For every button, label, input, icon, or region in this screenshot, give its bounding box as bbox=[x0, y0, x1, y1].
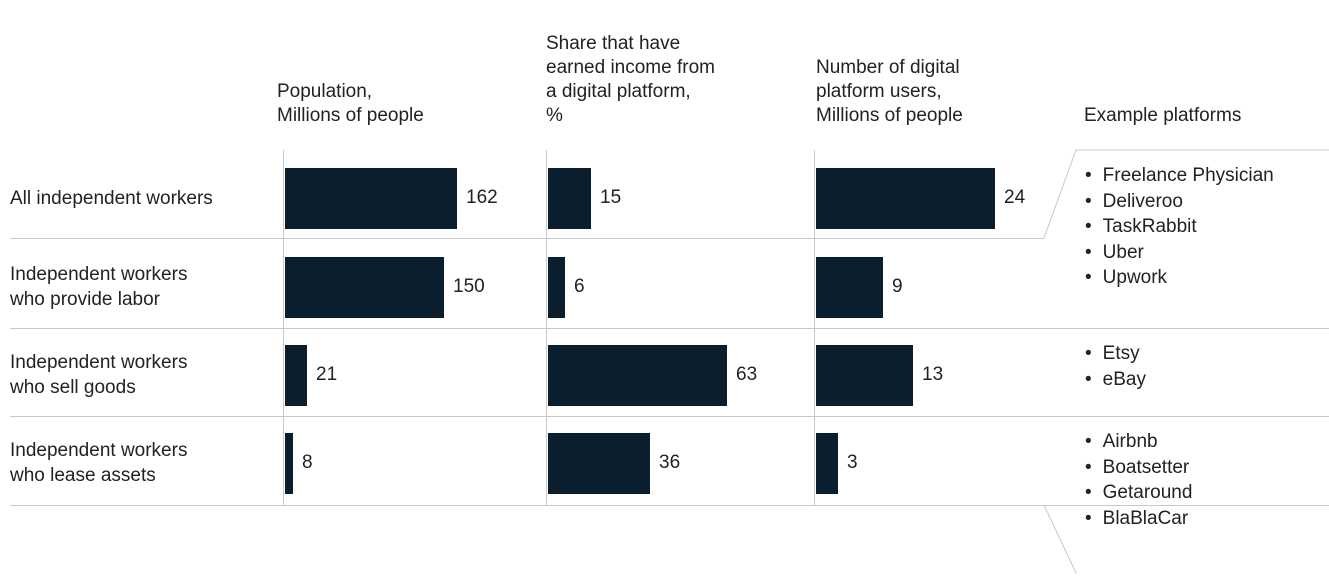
platforms-header: Example platforms bbox=[1084, 105, 1242, 126]
bar bbox=[548, 432, 650, 494]
bar bbox=[285, 256, 444, 318]
platform-list: EtsyeBay bbox=[1085, 341, 1146, 392]
platform-list: Freelance PhysicianDeliverooTaskRabbitUb… bbox=[1085, 163, 1274, 291]
panel-axis-line bbox=[546, 150, 547, 505]
row-label-line: Independent workers bbox=[10, 440, 188, 461]
column-header-line: Millions of people bbox=[816, 105, 963, 126]
row-label: All independent workers bbox=[10, 186, 213, 211]
data-label: 162 bbox=[466, 187, 498, 208]
bar bbox=[548, 256, 565, 318]
data-label: 21 bbox=[316, 364, 338, 385]
platform-item: Deliveroo bbox=[1085, 189, 1274, 215]
data-label: 13 bbox=[922, 364, 944, 385]
data-label: 3 bbox=[847, 452, 858, 473]
platform-item: Etsy bbox=[1085, 341, 1146, 367]
column-header: Share that have earned income from a digit… bbox=[546, 32, 715, 128]
row-label: Independent workers who lease assets bbox=[10, 438, 187, 488]
row-divider bbox=[10, 238, 1044, 239]
panel-axis-line bbox=[283, 150, 284, 505]
platform-group-divider bbox=[1076, 328, 1329, 329]
panel-axis-line bbox=[814, 150, 815, 505]
bar bbox=[285, 344, 307, 406]
row-label-line: who provide labor bbox=[10, 289, 160, 310]
row-divider bbox=[10, 328, 1329, 329]
platform-item: TaskRabbit bbox=[1085, 214, 1274, 240]
bar bbox=[285, 432, 293, 494]
row-label-line: Independent workers bbox=[10, 264, 188, 285]
platform-list: AirbnbBoatsetterGetaroundBlaBlaCar bbox=[1085, 429, 1193, 532]
column-header-line: Population, bbox=[277, 81, 373, 102]
data-label: 8 bbox=[302, 452, 313, 473]
column-header: Population, Millions of people bbox=[277, 80, 424, 128]
row-divider bbox=[10, 416, 1329, 417]
data-label: 6 bbox=[574, 276, 585, 297]
platform-item: Getaround bbox=[1085, 480, 1193, 506]
data-label: 63 bbox=[736, 364, 758, 385]
platform-item: Upwork bbox=[1085, 265, 1274, 291]
row-label-line: All independent workers bbox=[10, 187, 213, 209]
column-header-line: platform users, bbox=[816, 81, 942, 102]
platform-item: Uber bbox=[1085, 240, 1274, 266]
column-header-line: a digital platform, bbox=[546, 81, 691, 102]
data-label: 36 bbox=[659, 452, 681, 473]
column-header-line: earned income from bbox=[546, 57, 715, 78]
platform-item: Boatsetter bbox=[1085, 455, 1192, 481]
platform-item: Freelance Physician bbox=[1085, 163, 1274, 189]
data-label: 150 bbox=[453, 276, 485, 297]
bar bbox=[816, 344, 913, 406]
row-label-line: who sell goods bbox=[10, 377, 136, 398]
bar bbox=[285, 167, 457, 229]
row-label-line: who lease assets bbox=[10, 465, 156, 486]
column-header-line: Share that have bbox=[546, 33, 681, 54]
bar bbox=[816, 167, 995, 229]
column-header-line: Millions of people bbox=[277, 105, 424, 126]
platform-item: Airbnb bbox=[1085, 429, 1192, 455]
bar bbox=[548, 167, 591, 229]
bar bbox=[816, 256, 883, 318]
row-divider bbox=[10, 505, 1329, 506]
row-label: Independent workers who provide labor bbox=[10, 262, 187, 312]
row-label-line: Independent workers bbox=[10, 352, 188, 373]
row-label: Independent workers who sell goods bbox=[10, 350, 187, 400]
data-label: 24 bbox=[1004, 187, 1026, 208]
column-header: Number of digital platform users, Millions… bbox=[816, 56, 963, 128]
column-header-line: % bbox=[546, 105, 563, 126]
column-header-line: Number of digital bbox=[816, 57, 960, 78]
data-label: 15 bbox=[600, 187, 622, 208]
platform-item: eBay bbox=[1085, 367, 1146, 393]
bar bbox=[548, 344, 727, 406]
platform-item: BlaBlaCar bbox=[1085, 506, 1192, 532]
bar bbox=[816, 432, 838, 494]
data-label: 9 bbox=[892, 276, 903, 297]
